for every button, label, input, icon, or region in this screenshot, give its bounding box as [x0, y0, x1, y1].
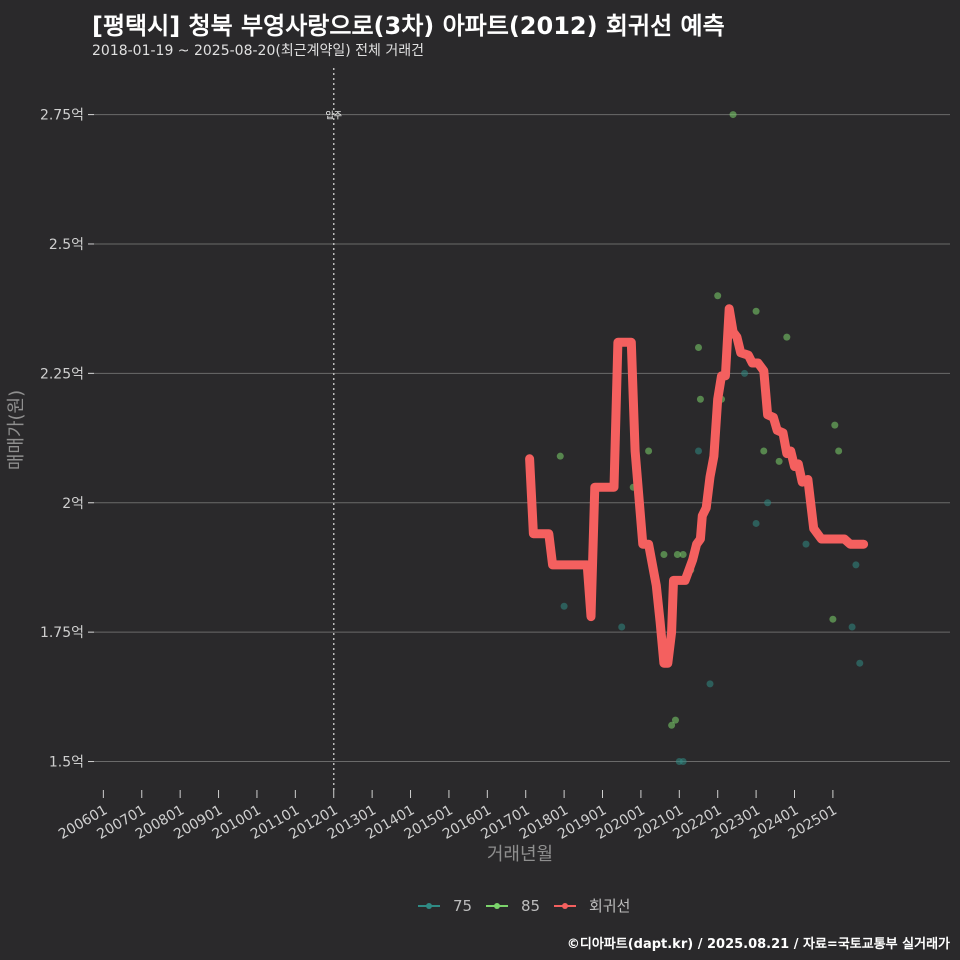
data-point-75 — [679, 758, 687, 766]
data-point-85 — [673, 551, 681, 559]
data-point-75 — [695, 447, 703, 455]
legend-label-회귀선: 회귀선 — [589, 897, 630, 915]
data-point-85 — [671, 716, 679, 724]
data-point-85 — [556, 452, 564, 460]
legend-swatch-point-75 — [426, 903, 432, 909]
x-axis-ticks: 2006012007012008012009012010012011012012… — [56, 790, 840, 843]
chart-title: [평택시] 청북 부영사랑으로(3차) 아파트(2012) 회귀선 예측 — [92, 12, 725, 40]
y-tick-label: 1.75억 — [40, 625, 84, 641]
move-in-line-group: 입주 — [325, 68, 342, 790]
legend-label-75: 75 — [453, 897, 472, 915]
data-point-85 — [660, 551, 668, 559]
data-point-85 — [829, 615, 837, 623]
y-tick-label: 2.25억 — [40, 366, 84, 382]
data-point-75 — [706, 680, 714, 688]
y-tick-label: 1.5억 — [49, 755, 84, 771]
data-point-85 — [695, 343, 703, 351]
legend-label-85: 85 — [521, 897, 540, 915]
data-point-75 — [741, 369, 749, 377]
data-point-75 — [856, 659, 864, 667]
data-point-75 — [618, 623, 626, 631]
grid-layer — [88, 114, 950, 763]
data-point-75 — [802, 540, 810, 548]
data-point-75 — [560, 602, 568, 610]
data-point-85 — [752, 307, 760, 315]
data-point-85 — [831, 421, 839, 429]
y-tick-label: 2.75억 — [40, 108, 84, 124]
y-tick-label: 2억 — [62, 496, 84, 512]
chart-subtitle: 2018-01-19 ~ 2025-08-20(최근계약일) 전체 거래건 — [92, 43, 424, 59]
data-point-85 — [679, 551, 687, 559]
y-axis-title: 매매가(원) — [6, 390, 27, 470]
data-point-75 — [848, 623, 856, 631]
data-point-75 — [764, 499, 772, 507]
source-caption: ©디아파트(dapt.kr) / 2025.08.21 / 자료=국토교통부 실… — [566, 937, 950, 952]
data-point-85 — [783, 333, 791, 341]
data-point-85 — [775, 457, 783, 465]
y-tick-label: 2.5억 — [49, 237, 84, 253]
data-point-85 — [714, 292, 722, 300]
move-in-label: 입주 — [325, 110, 342, 122]
data-point-85 — [835, 447, 843, 455]
legend-swatch-point-85 — [494, 903, 500, 909]
regression-line — [525, 304, 869, 668]
legend-swatch-point-회귀선 — [562, 903, 568, 909]
x-axis-title: 거래년월 — [487, 844, 553, 865]
data-point-85 — [696, 395, 704, 403]
y-axis-ticks: 1.5억 1.75억 2억 2.25억 2.5억 2.75억 — [40, 108, 94, 771]
legend: 75 85 회귀선 — [418, 897, 630, 915]
data-point-85 — [760, 447, 768, 455]
data-point-85 — [668, 721, 676, 729]
data-point-75 — [852, 561, 860, 569]
regression-line-group — [525, 304, 869, 668]
scatter-points — [556, 111, 864, 766]
data-point-85 — [729, 111, 737, 119]
data-point-75 — [752, 519, 760, 527]
data-point-85 — [645, 447, 653, 455]
